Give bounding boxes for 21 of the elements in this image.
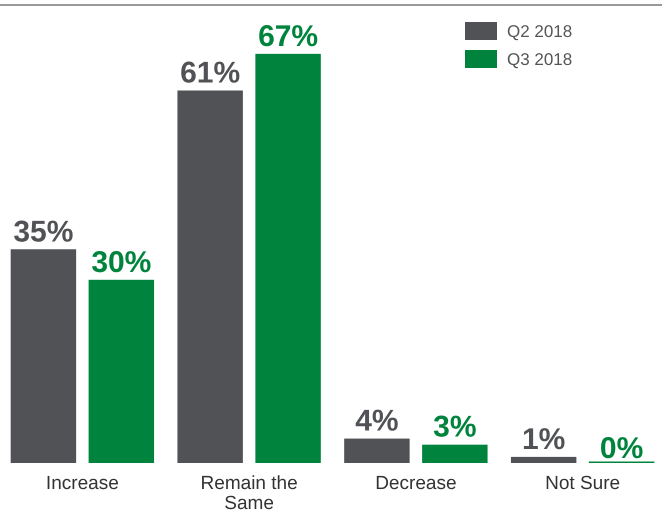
data-label: 67% [258,20,318,53]
bar [422,444,488,463]
bar [10,249,76,463]
bar [177,90,243,463]
legend-label: Q2 2018 [507,22,572,41]
bar [88,280,154,463]
x-tick-label: Not Sure [545,473,620,494]
bar [255,54,321,463]
data-label: 30% [91,246,152,279]
bar [344,438,410,463]
data-label: 3% [433,410,477,444]
data-label: 1% [522,422,566,456]
x-tick-label: Increase [46,473,119,494]
x-tick-label: Decrease [375,473,457,494]
data-label: 0% [600,432,644,465]
legend-label: Q3 2018 [507,50,572,69]
x-tick-label: Remain the Same [200,473,298,512]
data-label: 35% [13,215,74,248]
bar [510,456,576,463]
data-label: 4% [355,404,399,438]
data-label: 61% [180,56,240,90]
